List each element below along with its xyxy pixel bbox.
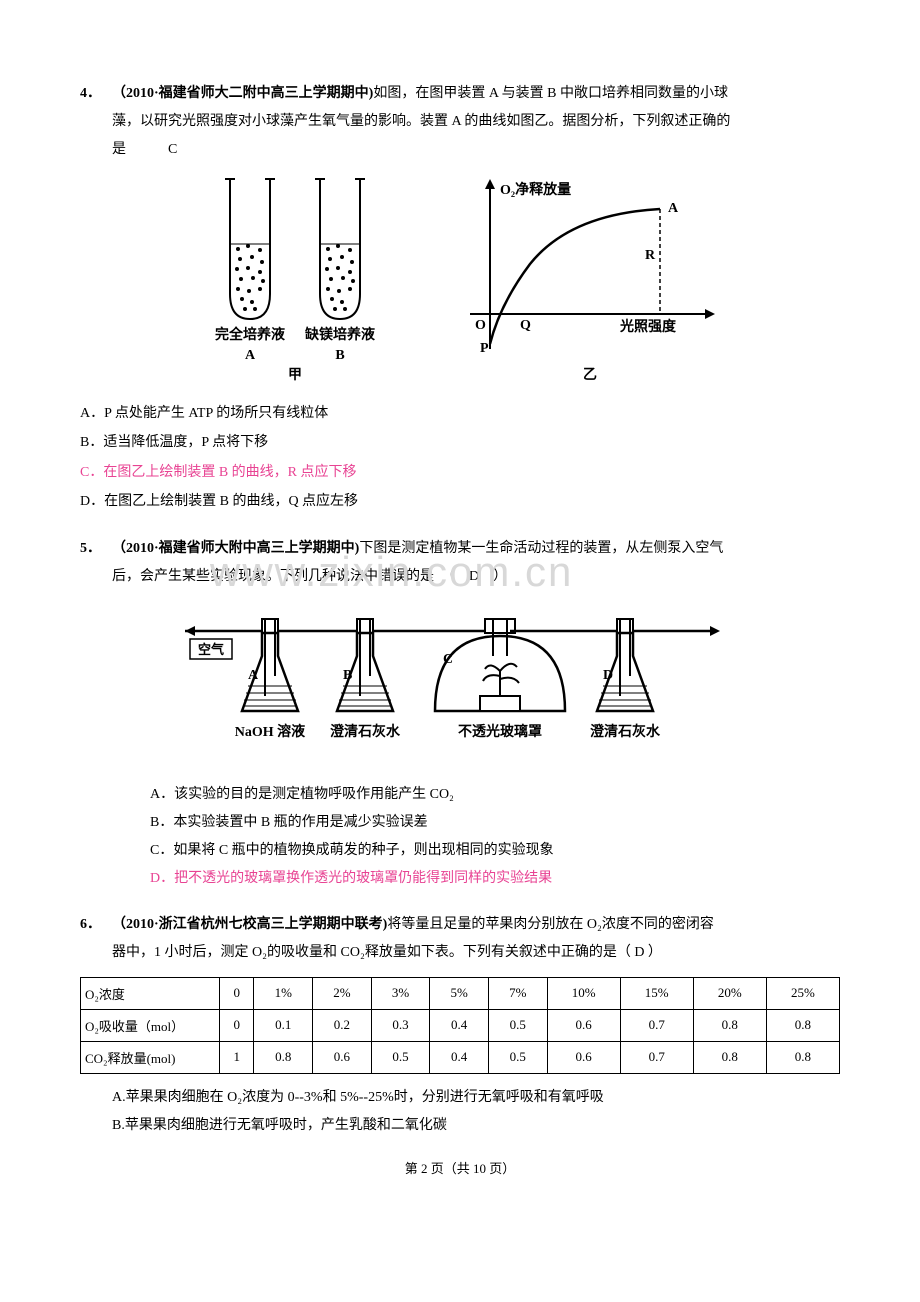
q6-optB: B.苹果果肉细胞进行无氧呼吸时，产生乳酸和二氧化碳 <box>80 1112 840 1140</box>
svg-text:P: P <box>480 341 489 356</box>
svg-text:空气: 空气 <box>198 642 224 657</box>
svg-text:D: D <box>603 668 613 683</box>
svg-text:O₂净释放量: O₂净释放量 <box>500 181 571 198</box>
question-5: 5． （2010·福建省师大附中高三上学期期中)下图是测定植物某一生命活动过程的… <box>80 535 840 893</box>
svg-text:缺镁培养液: 缺镁培养液 <box>305 326 376 343</box>
svg-text:完全培养液: 完全培养液 <box>215 326 286 343</box>
svg-text:NaOH 溶液: NaOH 溶液 <box>235 723 306 740</box>
svg-text:光照强度: 光照强度 <box>619 318 677 335</box>
svg-text:A: A <box>248 668 259 683</box>
svg-text:B: B <box>335 348 344 363</box>
q4-line1: （2010·福建省师大二附中高三上学期期中)如图，在图甲装置 A 与装置 B 中… <box>112 80 840 108</box>
q6-number: 6． <box>80 911 112 939</box>
q6-line2: 器中，1 小时后，测定 O₂的吸收量和 CO₂释放量如下表。下列有关叙述中正确的… <box>80 939 840 967</box>
q6-table: O₂浓度 01% 2%3% 5%7% 10%15% 20%25% O₂吸收量（m… <box>80 977 840 1074</box>
q4-optC: C．在图乙上绘制装置 B 的曲线，R 点应下移 <box>80 458 840 487</box>
q5-number: 5． <box>80 535 112 563</box>
svg-text:A: A <box>668 201 679 216</box>
q5-line2: 后，会产生某些实验现象。下列几种说法中错误的是 （ D ） <box>80 563 840 591</box>
question-6: 6． （2010·浙江省杭州七校高三上学期期中联考)将等量且足量的苹果肉分别放在… <box>80 911 840 1140</box>
q4-optD: D．在图乙上绘制装置 B 的曲线，Q 点应左移 <box>80 487 840 516</box>
q4-figure-row: 完全培养液 A 缺镁培养液 B 甲 O₂净释放量 A R O Q 光照强度 <box>80 174 840 384</box>
q5-line1: （2010·福建省师大附中高三上学期期中)下图是测定植物某一生命活动过程的装置，… <box>112 535 840 563</box>
q4-optB: B．适当降低温度，P 点将下移 <box>80 428 840 457</box>
q6-optA: A.苹果果肉细胞在 O₂浓度为 0--3%和 5%--25%时，分别进行无氧呼吸… <box>80 1084 840 1112</box>
q5-optC: C．如果将 C 瓶中的植物换成萌发的种子，则出现相同的实验现象 <box>80 837 840 865</box>
svg-text:R: R <box>645 248 656 263</box>
svg-text:B: B <box>343 668 352 683</box>
svg-text:O: O <box>475 318 486 333</box>
question-4: 4． （2010·福建省师大二附中高三上学期期中)如图，在图甲装置 A 与装置 … <box>80 80 840 517</box>
q6-line1: （2010·浙江省杭州七校高三上学期期中联考)将等量且足量的苹果肉分别放在 O₂… <box>112 911 840 939</box>
svg-text:A: A <box>245 348 256 363</box>
svg-text:澄清石灰水: 澄清石灰水 <box>330 723 401 740</box>
q4-tubes-figure: 完全培养液 A 缺镁培养液 B 甲 <box>190 174 410 384</box>
q5-apparatus-figure: 空气 A <box>180 601 740 771</box>
q4-line3: 是 C <box>80 136 840 164</box>
q4-line2: 藻，以研究光照强度对小球藻产生氧气量的影响。装置 A 的曲线如图乙。据图分析，下… <box>80 108 840 136</box>
q5-optA: A．该实验的目的是测定植物呼吸作用能产生 CO₂ <box>80 781 840 809</box>
svg-text:乙: 乙 <box>583 367 597 383</box>
svg-text:澄清石灰水: 澄清石灰水 <box>590 723 661 740</box>
q4-graph-figure: O₂净释放量 A R O Q 光照强度 P 乙 <box>450 174 730 384</box>
svg-text:不透光玻璃罩: 不透光玻璃罩 <box>458 723 542 740</box>
svg-text:Q: Q <box>520 318 531 333</box>
svg-text:甲: 甲 <box>288 367 302 383</box>
q4-optA: A．P 点处能产生 ATP 的场所只有线粒体 <box>80 399 840 428</box>
q5-optD: D．把不透光的玻璃罩换作透光的玻璃罩仍能得到同样的实验结果 <box>80 865 840 893</box>
svg-text:C: C <box>443 652 453 667</box>
q4-number: 4． <box>80 80 112 108</box>
q5-optB: B．本实验装置中 B 瓶的作用是减少实验误差 <box>80 809 840 837</box>
page-footer: 第 2 页（共 10 页） <box>80 1158 840 1177</box>
